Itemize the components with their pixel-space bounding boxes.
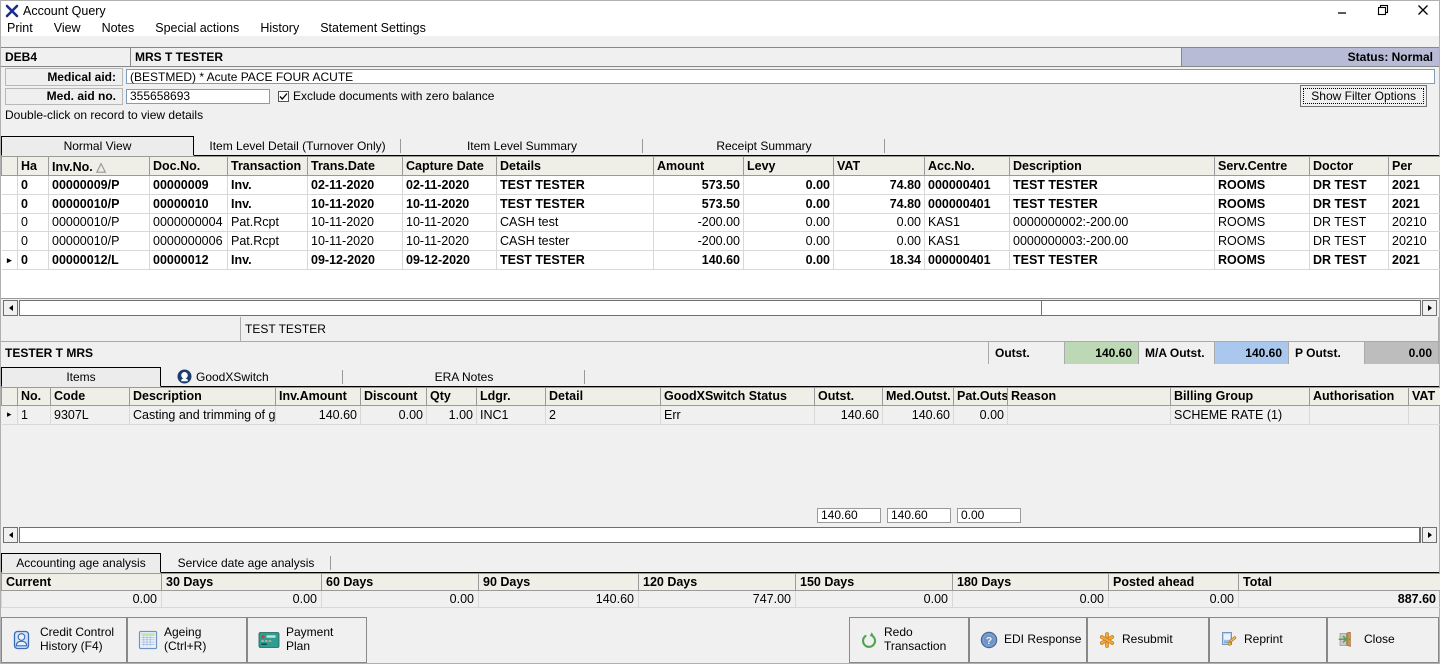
svg-text:?: ? <box>986 635 992 647</box>
